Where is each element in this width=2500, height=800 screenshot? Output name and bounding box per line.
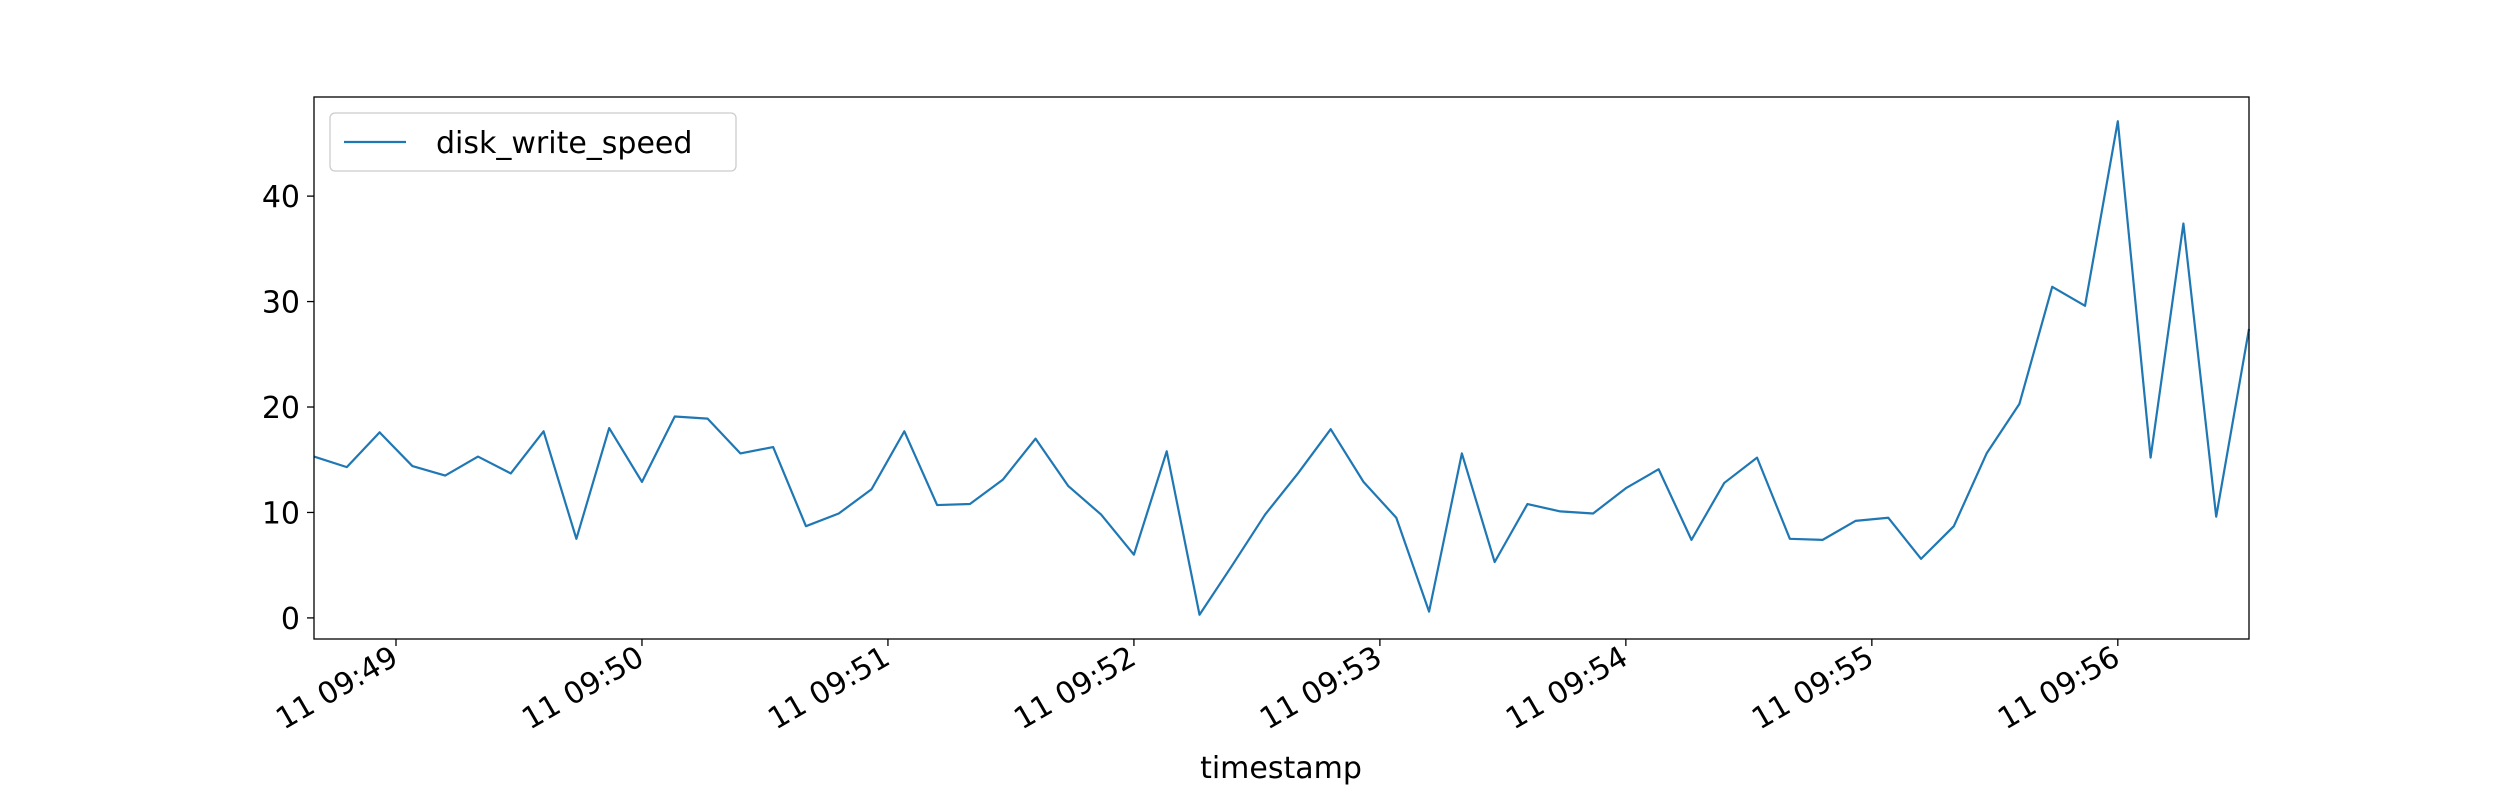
y-tick-label: 10 (262, 496, 300, 531)
legend: disk_write_speed (329, 112, 737, 172)
y-tick-label: 20 (262, 391, 300, 426)
x-tick-label: 11 09:53 (1254, 640, 1388, 737)
x-tick-label: 11 09:52 (1008, 640, 1142, 737)
x-axis-label: timestamp (1200, 751, 1362, 786)
plot-frame (313, 96, 2250, 640)
x-tick-label: 11 09:50 (516, 640, 650, 737)
y-tick-label: 30 (262, 286, 300, 321)
data-line (313, 120, 2251, 616)
x-tick-label: 11 09:55 (1746, 640, 1880, 737)
y-tick-label: 40 (262, 180, 300, 215)
legend-label: disk_write_speed (436, 126, 692, 161)
y-tick-label: 0 (281, 602, 300, 637)
legend-box (329, 112, 737, 172)
x-tick-label: 11 09:56 (1992, 640, 2126, 737)
x-tick-label: 11 09:49 (270, 640, 404, 737)
x-tick-label: 11 09:51 (762, 640, 896, 737)
x-tick-label: 11 09:54 (1500, 640, 1634, 737)
